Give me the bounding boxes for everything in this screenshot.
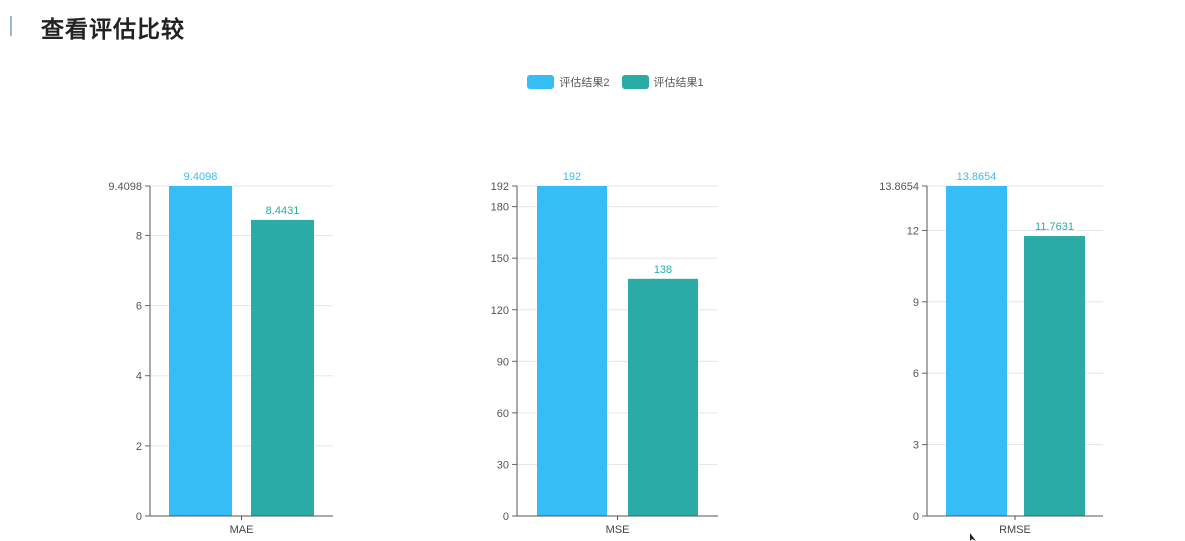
mouse-cursor-icon xyxy=(970,533,976,541)
mse-data-label-series-2: 192 xyxy=(563,171,581,183)
mae-bar-series-2 xyxy=(169,186,232,516)
rmse-y-tick-label: 3 xyxy=(913,440,919,452)
mse-y-tick-label: 120 xyxy=(491,305,509,317)
rmse-category-label: RMSE xyxy=(999,524,1031,536)
mae-data-label-series-2: 9.4098 xyxy=(184,171,218,183)
legend-swatch-series-1 xyxy=(621,75,649,89)
rmse-y-tick-label: 6 xyxy=(913,368,919,380)
mae-bar-series-1 xyxy=(251,219,314,517)
mae-category-label: MAE xyxy=(230,524,254,536)
legend-item-series-1[interactable]: 评估结果1 xyxy=(621,74,704,90)
mae-y-tick-label: 9.4098 xyxy=(108,181,142,193)
rmse-y-tick-label: 9 xyxy=(913,297,919,309)
mse-y-tick-label: 150 xyxy=(491,253,509,265)
legend-label-series-2: 评估结果2 xyxy=(559,77,610,89)
title-accent-bar xyxy=(10,16,12,36)
mse-data-label-series-1: 138 xyxy=(654,264,672,276)
rmse-bar-series-2 xyxy=(946,186,1007,516)
mae-y-tick-label: 0 xyxy=(136,511,142,523)
legend-item-series-2[interactable]: 评估结果2 xyxy=(481,74,610,90)
legend-swatch-series-2 xyxy=(527,75,555,89)
mse-y-tick-label: 180 xyxy=(491,202,509,214)
mae-y-tick-label: 2 xyxy=(136,441,142,453)
mse-bar-series-1 xyxy=(628,278,698,516)
chart-legend: 评估结果2 评估结果1 xyxy=(0,74,1185,90)
mae-data-label-series-1: 8.4431 xyxy=(266,205,300,217)
mse-bar-series-2 xyxy=(537,186,607,516)
mae-y-tick-label: 8 xyxy=(136,230,142,242)
mse-y-tick-label: 192 xyxy=(491,181,509,193)
rmse-bar-series-1 xyxy=(1024,236,1085,516)
mae-y-tick-label: 4 xyxy=(136,371,142,383)
mse-y-tick-label: 90 xyxy=(497,356,509,368)
rmse-data-label-series-2: 13.8654 xyxy=(957,171,997,183)
mse-category-label: MSE xyxy=(606,524,630,536)
title-bar: 查看评估比较 xyxy=(0,0,1185,52)
mse-y-tick-label: 30 xyxy=(497,459,509,471)
mae-y-tick-label: 6 xyxy=(136,301,142,313)
legend-label-series-1: 评估结果1 xyxy=(653,77,704,89)
rmse-y-tick-label: 0 xyxy=(913,511,919,523)
rmse-y-tick-label: 13.8654 xyxy=(879,181,919,193)
rmse-data-label-series-1: 11.7631 xyxy=(1035,221,1074,233)
mse-y-tick-label: 60 xyxy=(497,408,509,420)
page-title: 查看评估比较 xyxy=(41,17,185,43)
mse-y-tick-label: 0 xyxy=(503,511,509,523)
rmse-y-tick-label: 12 xyxy=(907,225,919,237)
